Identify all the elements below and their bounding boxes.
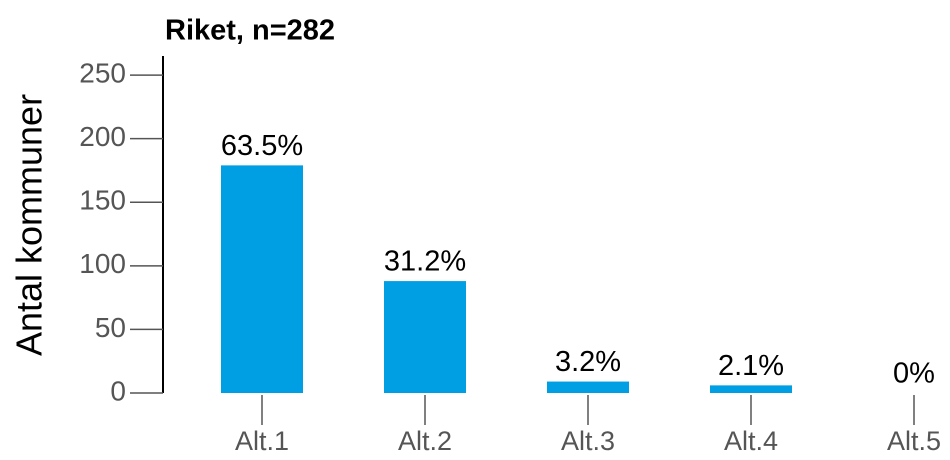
x-tick-label: Alt.4 [724, 426, 778, 456]
bar [221, 165, 303, 393]
value-label: 3.2% [555, 346, 621, 378]
value-label: 0% [893, 358, 935, 390]
x-tick-label: Alt.2 [398, 426, 452, 456]
y-tick-label: 50 [95, 312, 126, 343]
x-tick-label: Alt.3 [561, 426, 615, 456]
x-tick-label: Alt.5 [887, 426, 941, 456]
chart-title: Riket, n=282 [165, 15, 335, 47]
y-tick-label: 100 [79, 248, 126, 279]
value-label: 63.5% [221, 130, 303, 162]
y-tick-label: 0 [110, 375, 126, 406]
value-label: 2.1% [718, 350, 784, 382]
y-tick-label: 250 [79, 57, 126, 88]
y-tick-label: 200 [79, 121, 126, 152]
bar [384, 281, 466, 393]
value-label: 31.2% [384, 246, 466, 278]
y-tick-label: 150 [79, 185, 126, 216]
bar [710, 385, 792, 393]
bar [547, 381, 629, 393]
y-axis-label: Antal kommuner [9, 94, 50, 356]
x-tick-label: Alt.1 [235, 426, 289, 456]
